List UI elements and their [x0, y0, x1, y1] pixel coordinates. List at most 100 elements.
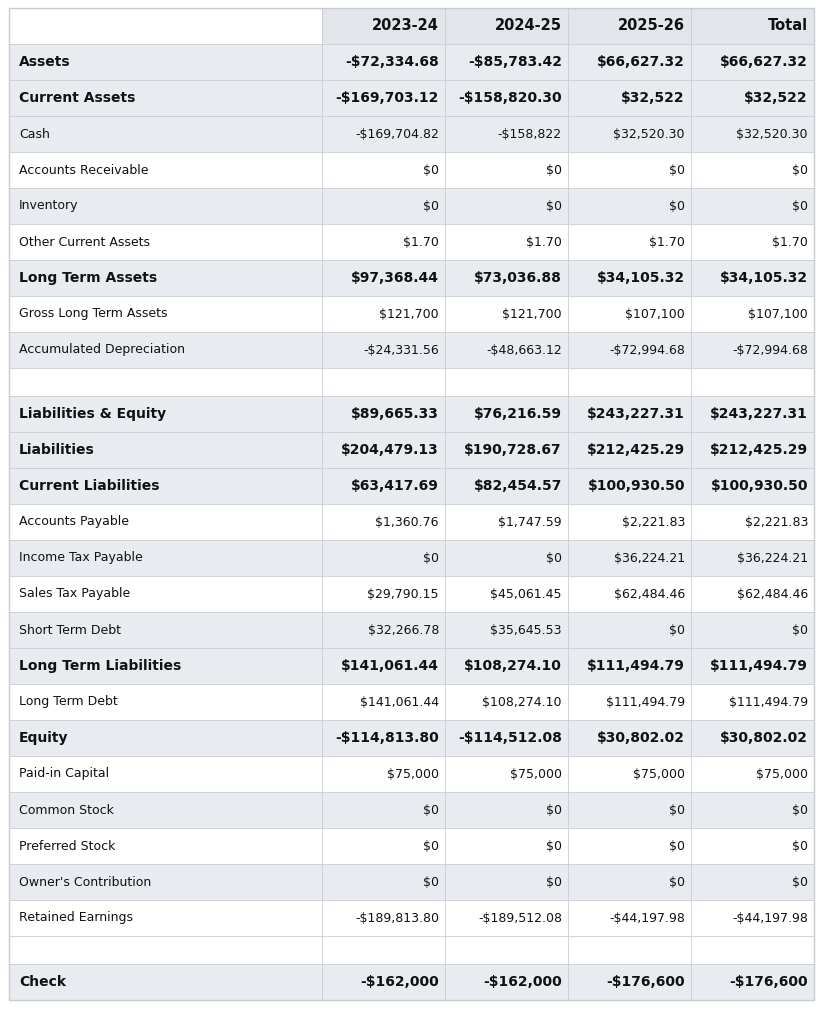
- Text: $190,728.67: $190,728.67: [464, 443, 562, 457]
- Bar: [445, 432, 568, 468]
- Bar: [9, 936, 322, 964]
- Text: Long Term Debt: Long Term Debt: [19, 695, 118, 709]
- Text: $1,747.59: $1,747.59: [499, 515, 562, 528]
- Text: $0: $0: [546, 552, 562, 564]
- Bar: [445, 720, 568, 756]
- Text: $73,036.88: $73,036.88: [474, 271, 562, 285]
- Bar: [9, 648, 322, 684]
- Text: -$162,000: -$162,000: [360, 975, 439, 989]
- Text: $0: $0: [792, 840, 808, 853]
- Text: $0: $0: [546, 164, 562, 176]
- Bar: [691, 368, 814, 396]
- Text: $111,494.79: $111,494.79: [729, 695, 808, 709]
- Bar: [9, 432, 322, 468]
- Text: $66,627.32: $66,627.32: [597, 55, 685, 69]
- Bar: [322, 80, 445, 116]
- Bar: [9, 224, 322, 260]
- Text: $0: $0: [423, 804, 439, 816]
- Text: $1.70: $1.70: [649, 236, 685, 249]
- Text: -$114,813.80: -$114,813.80: [335, 731, 439, 745]
- Text: Gross Long Term Assets: Gross Long Term Assets: [19, 307, 168, 321]
- Text: Liabilities & Equity: Liabilities & Equity: [19, 407, 166, 421]
- Bar: [322, 260, 445, 296]
- Text: Current Assets: Current Assets: [19, 91, 135, 105]
- Bar: [322, 756, 445, 792]
- Bar: [322, 720, 445, 756]
- Bar: [322, 468, 445, 504]
- Text: $0: $0: [546, 876, 562, 889]
- Text: Total: Total: [768, 18, 808, 34]
- Bar: [322, 575, 445, 612]
- Bar: [691, 864, 814, 900]
- Text: $0: $0: [669, 200, 685, 213]
- Text: $100,930.50: $100,930.50: [710, 479, 808, 493]
- Bar: [445, 792, 568, 828]
- Text: $243,227.31: $243,227.31: [710, 407, 808, 421]
- Bar: [445, 152, 568, 188]
- Text: $2,221.83: $2,221.83: [621, 515, 685, 528]
- Bar: [445, 575, 568, 612]
- Bar: [322, 936, 445, 964]
- Bar: [322, 152, 445, 188]
- Text: 2024-25: 2024-25: [495, 18, 562, 34]
- Text: Current Liabilities: Current Liabilities: [19, 479, 160, 493]
- Text: -$44,197.98: -$44,197.98: [609, 911, 685, 925]
- Bar: [445, 900, 568, 936]
- Bar: [691, 756, 814, 792]
- Text: Other Current Assets: Other Current Assets: [19, 236, 150, 249]
- Bar: [322, 540, 445, 575]
- Bar: [322, 684, 445, 720]
- Text: $1,360.76: $1,360.76: [375, 515, 439, 528]
- Bar: [568, 8, 691, 44]
- Bar: [691, 648, 814, 684]
- Bar: [322, 864, 445, 900]
- Bar: [9, 864, 322, 900]
- Bar: [9, 575, 322, 612]
- Text: $34,105.32: $34,105.32: [720, 271, 808, 285]
- Text: $63,417.69: $63,417.69: [351, 479, 439, 493]
- Bar: [9, 900, 322, 936]
- Text: $107,100: $107,100: [748, 307, 808, 321]
- Bar: [322, 396, 445, 432]
- Bar: [445, 368, 568, 396]
- Bar: [9, 260, 322, 296]
- Text: $107,100: $107,100: [625, 307, 685, 321]
- Text: Long Term Assets: Long Term Assets: [19, 271, 157, 285]
- Text: $75,000: $75,000: [756, 768, 808, 780]
- Text: $0: $0: [669, 624, 685, 637]
- Text: $212,425.29: $212,425.29: [587, 443, 685, 457]
- Bar: [322, 828, 445, 864]
- Text: $30,802.02: $30,802.02: [720, 731, 808, 745]
- Text: $204,479.13: $204,479.13: [342, 443, 439, 457]
- Text: $243,227.31: $243,227.31: [587, 407, 685, 421]
- Bar: [691, 152, 814, 188]
- Bar: [568, 612, 691, 648]
- Bar: [322, 648, 445, 684]
- Bar: [691, 8, 814, 44]
- Bar: [445, 224, 568, 260]
- Text: $75,000: $75,000: [510, 768, 562, 780]
- Bar: [322, 900, 445, 936]
- Text: $45,061.45: $45,061.45: [491, 588, 562, 600]
- Bar: [568, 332, 691, 368]
- Text: Assets: Assets: [19, 55, 71, 69]
- Text: 2025-26: 2025-26: [618, 18, 685, 34]
- Text: Retained Earnings: Retained Earnings: [19, 911, 133, 925]
- Text: $75,000: $75,000: [387, 768, 439, 780]
- Bar: [568, 116, 691, 152]
- Bar: [691, 44, 814, 80]
- Text: $35,645.53: $35,645.53: [491, 624, 562, 637]
- Bar: [322, 612, 445, 648]
- Text: $121,700: $121,700: [502, 307, 562, 321]
- Bar: [9, 188, 322, 224]
- Text: -$169,703.12: -$169,703.12: [336, 91, 439, 105]
- Text: -$114,512.08: -$114,512.08: [458, 731, 562, 745]
- Bar: [322, 368, 445, 396]
- Bar: [9, 612, 322, 648]
- Bar: [691, 116, 814, 152]
- Bar: [322, 332, 445, 368]
- Bar: [568, 80, 691, 116]
- Text: $1.70: $1.70: [403, 236, 439, 249]
- Bar: [445, 332, 568, 368]
- Bar: [445, 936, 568, 964]
